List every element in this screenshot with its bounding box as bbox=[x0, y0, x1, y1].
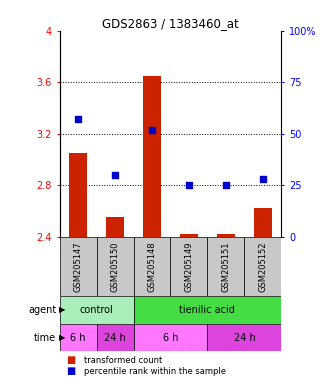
Bar bbox=[254, 208, 272, 237]
Text: ▶: ▶ bbox=[59, 333, 65, 342]
Text: GSM205150: GSM205150 bbox=[111, 241, 119, 291]
Point bbox=[112, 172, 118, 178]
Text: GSM205149: GSM205149 bbox=[184, 241, 193, 291]
Text: GSM205151: GSM205151 bbox=[221, 241, 230, 291]
Bar bbox=[170, 237, 208, 296]
Text: 24 h: 24 h bbox=[233, 333, 255, 343]
Text: GSM205148: GSM205148 bbox=[148, 241, 157, 291]
Bar bbox=[143, 76, 161, 237]
Bar bbox=[244, 237, 281, 296]
Text: ■: ■ bbox=[66, 355, 75, 365]
Bar bbox=[180, 234, 198, 237]
Text: ▶: ▶ bbox=[59, 305, 65, 314]
Bar bbox=[133, 296, 281, 324]
Bar bbox=[133, 237, 170, 296]
Bar bbox=[60, 324, 97, 351]
Bar bbox=[133, 324, 208, 351]
Text: ■: ■ bbox=[66, 366, 75, 376]
Text: GSM205152: GSM205152 bbox=[259, 241, 267, 291]
Text: control: control bbox=[80, 305, 114, 315]
Title: GDS2863 / 1383460_at: GDS2863 / 1383460_at bbox=[102, 17, 239, 30]
Bar bbox=[60, 237, 97, 296]
Text: tienilic acid: tienilic acid bbox=[179, 305, 235, 315]
Point bbox=[223, 182, 228, 188]
Text: 6 h: 6 h bbox=[163, 333, 178, 343]
Text: percentile rank within the sample: percentile rank within the sample bbox=[84, 367, 226, 376]
Bar bbox=[97, 324, 133, 351]
Bar bbox=[208, 237, 244, 296]
Bar bbox=[217, 234, 235, 237]
Text: 6 h: 6 h bbox=[70, 333, 86, 343]
Bar bbox=[97, 237, 133, 296]
Point bbox=[149, 126, 155, 132]
Bar bbox=[69, 153, 87, 237]
Bar bbox=[208, 324, 281, 351]
Text: time: time bbox=[34, 333, 56, 343]
Bar bbox=[106, 217, 124, 237]
Point bbox=[260, 176, 265, 182]
Text: transformed count: transformed count bbox=[84, 356, 163, 364]
Bar bbox=[60, 296, 133, 324]
Point bbox=[75, 116, 81, 122]
Point bbox=[186, 182, 192, 188]
Text: 24 h: 24 h bbox=[104, 333, 126, 343]
Text: GSM205147: GSM205147 bbox=[73, 241, 82, 291]
Text: agent: agent bbox=[28, 305, 56, 315]
